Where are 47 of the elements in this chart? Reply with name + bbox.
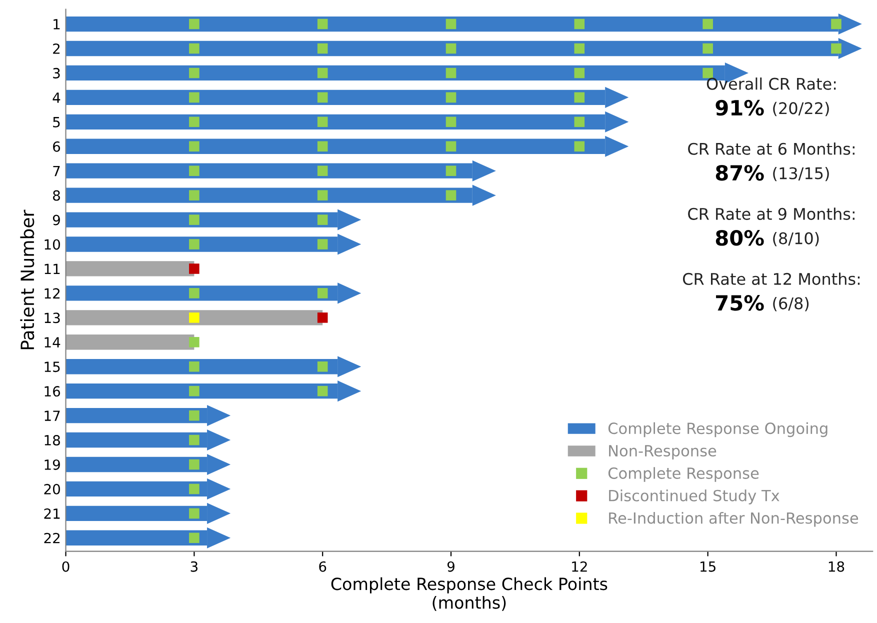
y-tick-label: 3 xyxy=(53,68,60,78)
annotation: CR Rate at 6 Months: xyxy=(688,142,854,155)
y-tick-label: 19 xyxy=(44,459,60,470)
y-axis-title: Patient Number xyxy=(20,210,34,350)
legend-label: Complete Response Ongoing xyxy=(608,422,828,438)
y-tick-label: 15 xyxy=(44,362,60,372)
y-tick-label: 1 xyxy=(54,19,60,30)
x-tick-label: 18 xyxy=(828,561,844,572)
annotation: CR Rate at 12 Months: xyxy=(683,272,860,285)
y-tick-label: 13 xyxy=(44,312,60,324)
y-tick-label: 11 xyxy=(44,264,60,274)
y-tick-label: 14 xyxy=(44,337,60,348)
legend-label: Non-Response xyxy=(609,445,716,460)
legend-label: Complete Response xyxy=(608,467,759,482)
y-tick-label: 12 xyxy=(44,288,60,298)
y-tick-label: 17 xyxy=(44,410,60,421)
annotation: 91% (20/22) xyxy=(716,100,829,116)
x-axis-title: Complete Response Check Points (months) xyxy=(331,577,608,611)
y-tick-label: 16 xyxy=(44,386,60,397)
y-tick-label: 9 xyxy=(52,214,60,226)
x-tick-label: 6 xyxy=(319,561,326,572)
x-tick-label: 12 xyxy=(572,561,587,572)
annotation: CR Rate at 9 Months: xyxy=(688,208,854,220)
annotation: 75% (6/8) xyxy=(716,295,809,312)
y-tick-label: 20 xyxy=(44,484,60,494)
x-tick-label: 15 xyxy=(700,562,716,572)
annotation: Overall CR Rate: xyxy=(706,77,836,90)
y-tick-label: 4 xyxy=(52,92,60,103)
x-tick-label: 3 xyxy=(190,561,198,572)
legend-label: Discontinued Study Tx xyxy=(609,490,780,504)
x-tick-label: 0 xyxy=(62,561,70,572)
bar xyxy=(66,261,194,276)
y-tick-label: 6 xyxy=(53,141,60,152)
x-tick-label: 9 xyxy=(447,561,454,572)
y-tick-label: 2 xyxy=(53,43,60,54)
y-tick-label: 8 xyxy=(53,190,60,201)
y-tick-label: 7 xyxy=(53,166,60,176)
bar xyxy=(66,334,194,350)
y-tick-label: 5 xyxy=(53,117,60,128)
y-tick-label: 18 xyxy=(44,434,60,446)
legend-label: Re-Induction after Non-Response xyxy=(609,512,858,527)
annotation: 80% (8/10) xyxy=(716,230,819,246)
y-tick-label: 22 xyxy=(44,532,60,544)
y-tick-label: 10 xyxy=(44,239,60,250)
annotation: 87% (13/15) xyxy=(716,164,829,182)
y-tick-label: 21 xyxy=(44,508,60,519)
bar xyxy=(66,310,323,326)
